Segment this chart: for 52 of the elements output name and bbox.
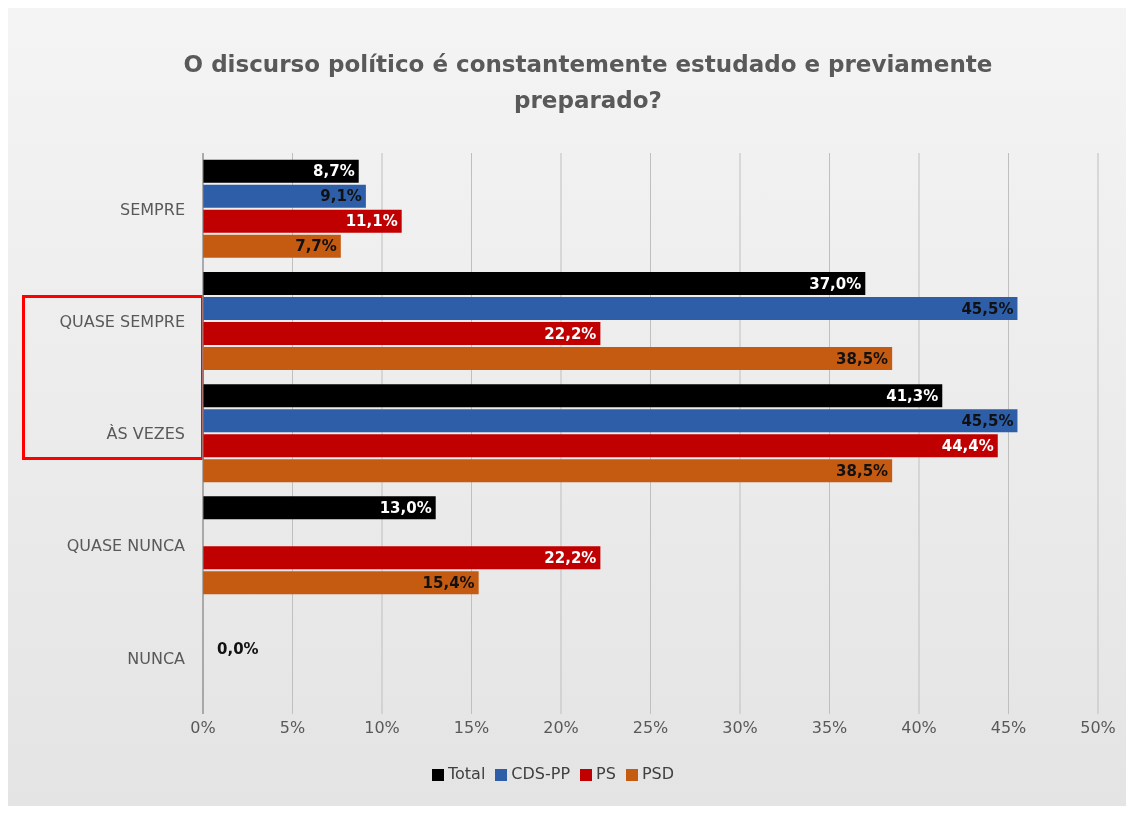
bar <box>203 209 402 233</box>
x-tick-label: 30% <box>722 718 758 738</box>
data-label: 8,7% <box>313 162 355 181</box>
data-label: 38,5% <box>836 349 889 368</box>
data-label: 15,4% <box>422 574 475 593</box>
data-label: 41,3% <box>886 386 939 405</box>
y-tick-label: QUASE NUNCA <box>66 536 186 556</box>
x-tick-label: 20% <box>543 718 579 738</box>
data-label: 45,5% <box>961 411 1014 430</box>
x-tick-label: 10% <box>364 718 400 738</box>
data-label: 9,1% <box>320 187 362 206</box>
y-tick-label: SEMPRE <box>120 199 185 219</box>
bar <box>203 409 1018 433</box>
bar <box>203 571 479 595</box>
x-tick-label: 15% <box>453 718 490 738</box>
bar <box>203 459 893 483</box>
bar <box>203 159 359 183</box>
data-label: 22,2% <box>544 549 597 568</box>
legend-label: Total <box>447 764 486 783</box>
data-label: 37,0% <box>809 274 862 293</box>
x-tick-label: 5% <box>279 718 306 738</box>
x-tick-label: 40% <box>901 718 937 738</box>
data-label: 11,1% <box>345 212 398 231</box>
legend-label: PSD <box>641 764 675 783</box>
data-label: 44,4% <box>941 436 994 455</box>
y-tick-label: NUNCA <box>127 648 186 668</box>
y-tick-label: ÀS VEZES <box>106 424 185 444</box>
bar <box>203 234 341 258</box>
bar <box>203 384 943 408</box>
x-tick-label: 25% <box>632 718 669 738</box>
bar <box>203 434 998 458</box>
bar <box>203 184 366 208</box>
bar <box>203 546 601 570</box>
y-tick-label: QUASE SEMPRE <box>59 311 185 331</box>
legend-label: PS <box>596 764 616 783</box>
bar <box>203 296 1018 320</box>
x-tick-label: 0% <box>190 718 216 738</box>
data-label: 38,5% <box>836 461 889 480</box>
bar <box>203 346 893 370</box>
x-tick-label: 35% <box>811 718 848 738</box>
chart-title: O discurso político é constantemente estudado e previamente preparado? <box>182 50 994 115</box>
data-label: 45,5% <box>961 299 1014 318</box>
data-label: 0,0% <box>217 640 259 659</box>
data-label: 13,0% <box>379 499 432 518</box>
bar <box>203 496 436 520</box>
x-tick-label: 50% <box>1080 718 1116 738</box>
x-tick-label: 45% <box>990 718 1027 738</box>
data-label: 7,7% <box>295 237 337 256</box>
data-label: 22,2% <box>544 324 597 343</box>
bar <box>203 271 866 295</box>
legend-label: CDS-PP <box>511 764 571 783</box>
bar <box>203 321 601 345</box>
